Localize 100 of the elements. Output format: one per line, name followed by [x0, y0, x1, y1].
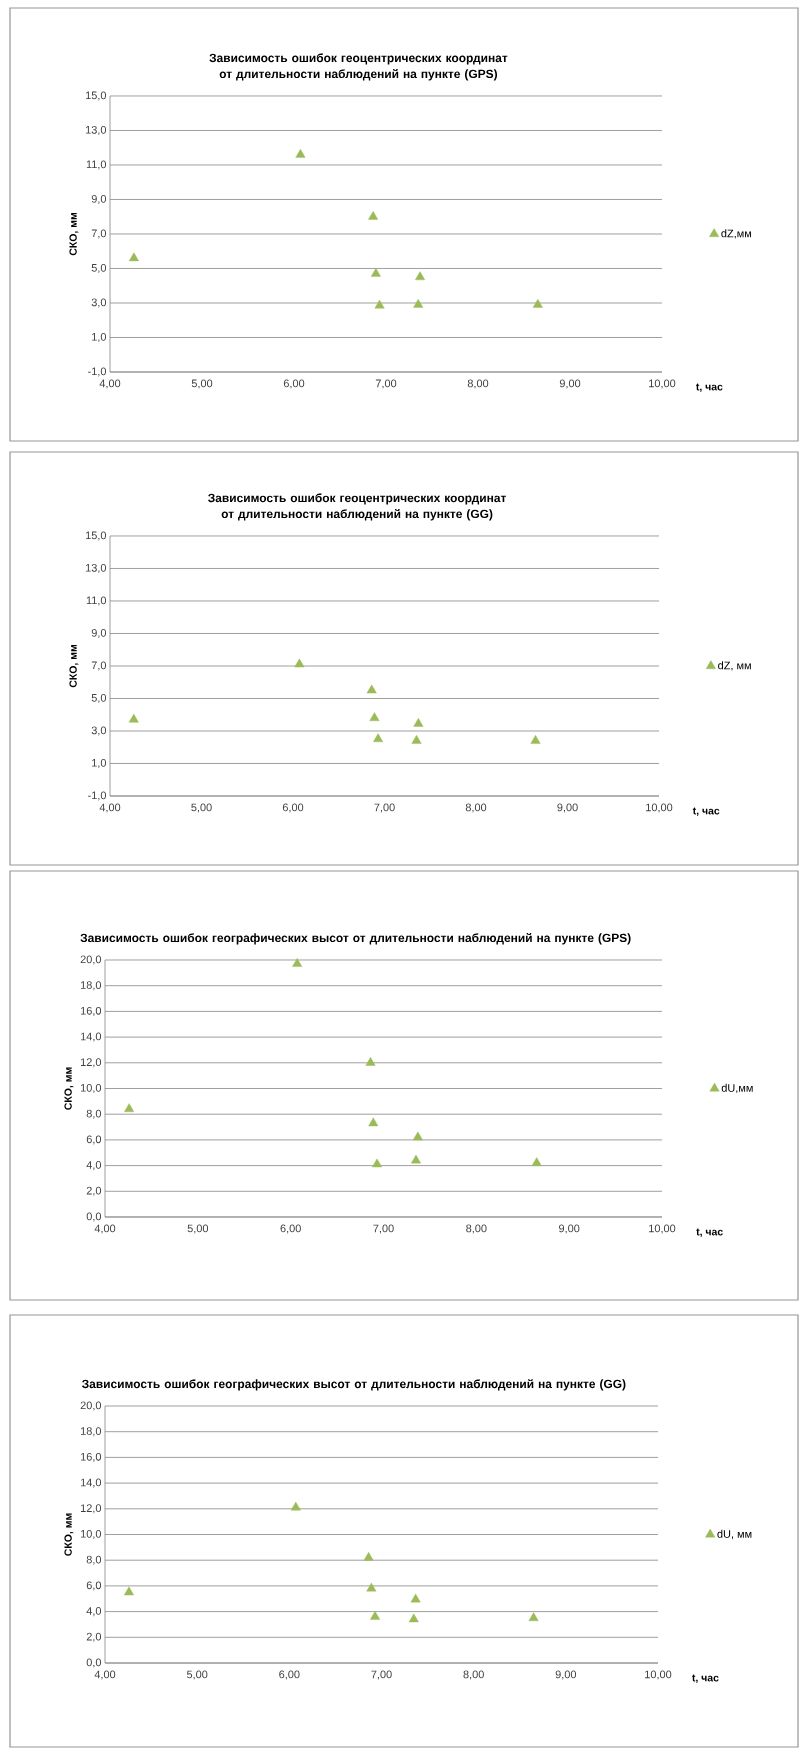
- y-tick-label: 0,0: [86, 1212, 102, 1222]
- y-tick-label: 8,0: [86, 1109, 102, 1119]
- x-tick-label: 10,00: [649, 379, 676, 389]
- y-tick-label: -1,0: [88, 367, 107, 377]
- y-tick-label: 3,0: [91, 298, 107, 308]
- x-tick-label: 7,00: [371, 1670, 392, 1680]
- y-tick-label: 11,0: [86, 160, 107, 170]
- x-tick-label: 5,00: [191, 379, 213, 389]
- x-tick-label: 5,00: [187, 1224, 209, 1234]
- y-tick-label: 6,0: [86, 1135, 102, 1145]
- y-axis-title: СКО, мм: [64, 1513, 74, 1556]
- x-tick-label: 7,00: [373, 1224, 394, 1234]
- point: [411, 1154, 421, 1164]
- y-axis-title: СКО, мм: [69, 645, 79, 688]
- point: [366, 684, 377, 694]
- x-tick-label: 10,00: [649, 1224, 676, 1234]
- x-tick-label: 5,00: [191, 803, 212, 813]
- x-tick-label: 9,00: [555, 1670, 577, 1680]
- y-tick-label: 14,0: [80, 1032, 102, 1042]
- y-axis-title: СКО, мм: [64, 1067, 74, 1110]
- y-tick-label: 16,0: [80, 1452, 102, 1462]
- x-tick-label: 9,00: [557, 803, 578, 813]
- x-tick-label: 7,00: [374, 803, 395, 813]
- x-tick-label: 5,00: [186, 1670, 208, 1680]
- y-axis-title: СКО, мм: [69, 213, 79, 256]
- point: [363, 1551, 374, 1561]
- y-tick-label: 13,0: [85, 125, 107, 136]
- y-tick-label: -1,0: [88, 791, 107, 801]
- point: [128, 713, 139, 723]
- x-tick-label: 4,00: [99, 379, 121, 389]
- point: [413, 717, 424, 727]
- y-tick-label: 16,0: [80, 1006, 102, 1016]
- x-tick-label: 4,00: [94, 1224, 116, 1234]
- x-tick-label: 6,00: [282, 803, 304, 813]
- x-tick-label: 6,00: [283, 379, 305, 389]
- y-tick-label: 8,0: [86, 1555, 102, 1565]
- x-tick-label: 7,00: [375, 379, 397, 389]
- point: [374, 299, 385, 309]
- point: [370, 267, 381, 277]
- y-tick-label: 1,0: [92, 332, 107, 343]
- y-tick-label: 5,0: [91, 263, 107, 274]
- y-tick-label: 13,0: [85, 563, 107, 574]
- x-tick-label: 8,00: [467, 379, 489, 389]
- point: [128, 252, 139, 262]
- y-tick-label: 15,0: [85, 531, 107, 541]
- x-tick-label: 9,00: [559, 379, 581, 389]
- point: [415, 271, 426, 281]
- x-axis-title: t, час: [696, 1228, 723, 1237]
- y-tick-label: 18,0: [80, 1427, 102, 1437]
- y-tick-label: 6,0: [86, 1581, 102, 1591]
- point: [368, 211, 379, 220]
- point: [413, 299, 424, 308]
- point: [412, 1131, 423, 1141]
- y-tick-label: 12,0: [80, 1058, 102, 1068]
- x-tick-label: 8,00: [466, 1224, 487, 1234]
- y-tick-label: 14,0: [80, 1478, 102, 1488]
- point: [372, 1158, 382, 1168]
- y-tick-label: 20,0: [80, 955, 102, 965]
- point: [124, 1103, 135, 1112]
- point: [290, 1501, 301, 1511]
- y-tick-label: 4,0: [86, 1607, 102, 1617]
- x-tick-label: 8,00: [465, 803, 487, 813]
- point: [369, 712, 380, 721]
- x-tick-label: 6,00: [279, 1670, 300, 1680]
- y-tick-label: 12,0: [80, 1504, 102, 1514]
- point: [365, 1057, 376, 1066]
- x-axis-title: t, час: [692, 1674, 719, 1683]
- point: [366, 1582, 377, 1592]
- y-tick-label: 1,0: [92, 758, 107, 769]
- y-tick-label: 11,0: [86, 596, 107, 606]
- y-tick-label: 7,0: [91, 229, 107, 239]
- point: [368, 1117, 379, 1127]
- point: [530, 735, 541, 744]
- legend-label: dU,мм: [721, 1083, 753, 1094]
- x-tick-label: 9,00: [559, 1224, 580, 1234]
- y-tick-label: 3,0: [91, 726, 107, 736]
- point: [411, 735, 422, 744]
- point: [532, 299, 543, 308]
- legend-label: dZ,мм: [721, 229, 752, 239]
- y-tick-label: 2,0: [86, 1186, 102, 1196]
- y-tick-label: 10,0: [80, 1083, 102, 1094]
- y-tick-label: 4,0: [86, 1161, 102, 1171]
- point: [373, 733, 384, 743]
- y-tick-label: 7,0: [91, 661, 107, 671]
- legend-label: dU, мм: [717, 1529, 752, 1540]
- chart-title: Зависимость ошибок географических высот от длительности наблюдений на пункте (GG): [81, 1379, 626, 1391]
- point: [408, 1613, 419, 1623]
- point: [124, 1586, 134, 1596]
- point: [528, 1612, 539, 1621]
- x-axis-title: t, час: [692, 807, 720, 816]
- y-tick-label: 0,0: [86, 1658, 102, 1668]
- point: [294, 658, 305, 668]
- x-tick-label: 4,00: [99, 803, 121, 813]
- chart-title: Зависимость ошибок геоцентрических координат от длительности наблюдений на пункте (GG): [208, 493, 507, 521]
- x-tick-label: 10,00: [645, 1670, 672, 1680]
- chart-title: Зависимость ошибок географических высот от длительности наблюдений на пункте (GPS): [80, 933, 631, 945]
- legend-label: dZ, мм: [718, 661, 751, 671]
- y-tick-label: 5,0: [91, 693, 107, 704]
- chart-title: Зависимость ошибок геоцентрических координат от длительности наблюдений на пункте (GPS): [209, 53, 508, 81]
- point: [370, 1611, 381, 1620]
